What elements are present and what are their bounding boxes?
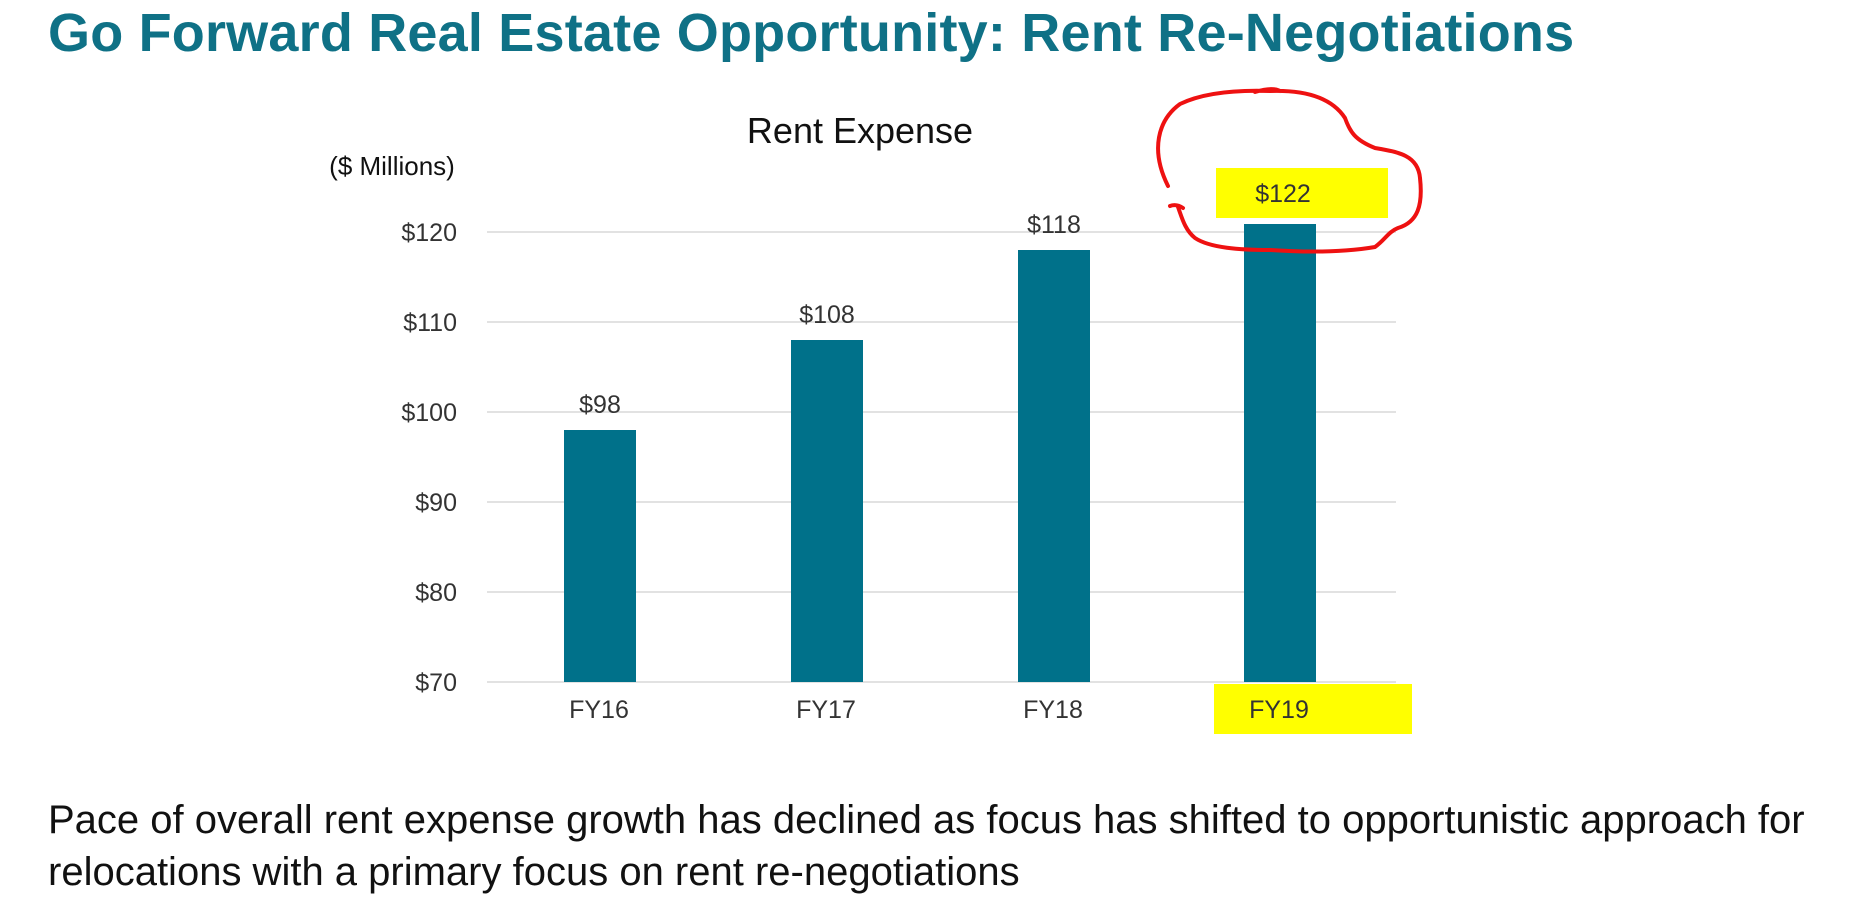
bars <box>564 224 1316 682</box>
x-category-label: FY16 <box>569 696 629 724</box>
y-tick-label: $70 <box>415 669 457 697</box>
data-label: $108 <box>799 301 855 329</box>
chart-svg: $70 $80 $90 $100 $110 $120 FY16 $98 FY17 $108 FY18… <box>329 87 1423 734</box>
rent-expense-chart: $70 $80 $90 $100 $110 $120 FY16 $98 FY17 $108 FY18… <box>329 87 1423 734</box>
data-label: $98 <box>579 391 621 419</box>
highlight-layer <box>1214 168 1412 734</box>
y-tick-label: $100 <box>401 399 457 427</box>
slide-body-text: Pace of overall rent expense growth has … <box>48 798 1805 894</box>
x-category-label: FY19 <box>1249 696 1309 724</box>
hand-drawn-circle-annotation <box>1156 87 1423 254</box>
slide-title: Go Forward Real Estate Opportunity: Rent… <box>48 3 1575 63</box>
labels: $70 $80 $90 $100 $110 $120 FY16 $98 FY17 $108 FY18… <box>401 180 1310 724</box>
data-label: $118 <box>1027 211 1081 239</box>
x-category-label: FY18 <box>1023 696 1083 724</box>
y-tick-label: $90 <box>415 489 457 517</box>
units-label: ($ Millions) <box>329 151 455 181</box>
y-tick-label: $110 <box>403 309 457 337</box>
x-category-label: FY17 <box>796 696 856 724</box>
value-highlight <box>1216 168 1388 218</box>
y-tick-label: $120 <box>401 219 457 247</box>
bar-fy17 <box>791 340 863 682</box>
chart-title: Rent Expense <box>747 110 973 151</box>
bar-fy16 <box>564 430 636 682</box>
bar-fy19 <box>1244 224 1316 682</box>
data-label: $122 <box>1255 180 1311 208</box>
category-highlight <box>1214 684 1412 734</box>
y-tick-label: $80 <box>415 579 457 607</box>
bar-fy18 <box>1018 250 1090 682</box>
